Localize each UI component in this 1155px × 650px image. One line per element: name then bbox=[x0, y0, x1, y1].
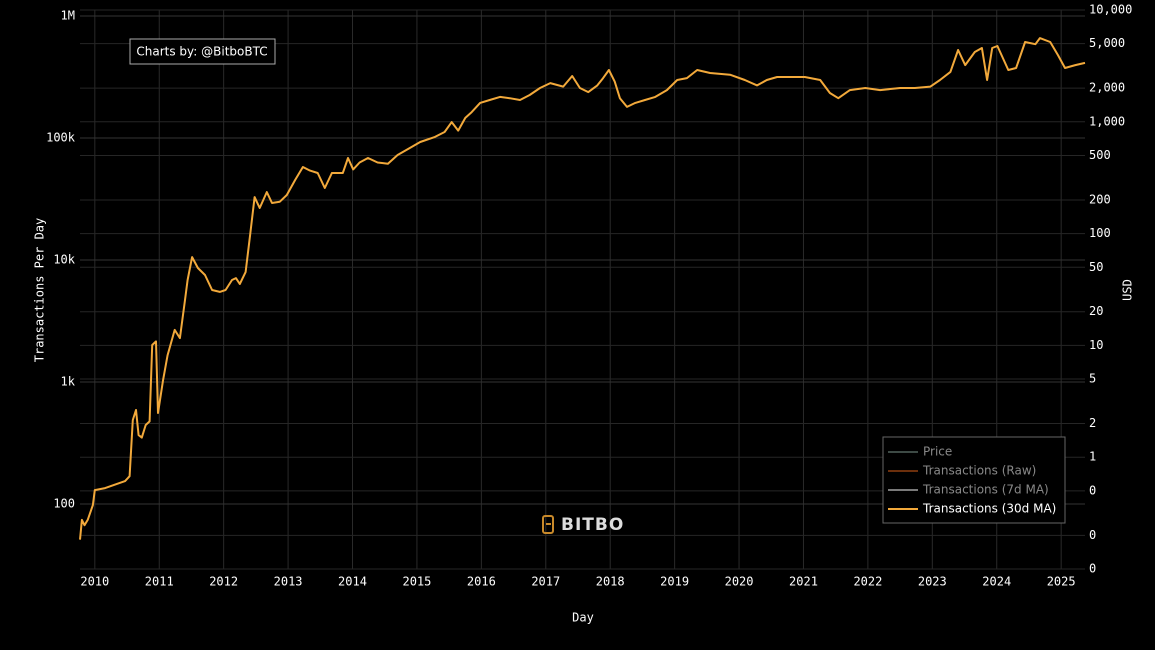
x-tick-label: 2013 bbox=[274, 575, 303, 589]
x-tick-label: 2023 bbox=[918, 575, 947, 589]
y2-tick-label: 1,000 bbox=[1089, 114, 1125, 128]
annotation: Charts by: @BitboBTC bbox=[136, 45, 267, 59]
y-tick-label: 100k bbox=[46, 130, 76, 144]
y2-tick-label: 20 bbox=[1089, 304, 1103, 318]
x-tick-label: 2019 bbox=[660, 575, 689, 589]
x-tick-label: 2024 bbox=[982, 575, 1011, 589]
x-tick-label: 2012 bbox=[209, 575, 238, 589]
y2-tick-label: 10 bbox=[1089, 338, 1103, 352]
legend-label: Transactions (30d MA) bbox=[922, 502, 1056, 516]
watermark-logo bbox=[542, 515, 554, 534]
legend-label: Transactions (7d MA) bbox=[922, 483, 1049, 497]
legend-label: Price bbox=[923, 445, 952, 459]
y2-tick-label: 100 bbox=[1089, 226, 1111, 240]
y2-tick-label: 10,000 bbox=[1089, 3, 1132, 17]
y-tick-label: 10k bbox=[53, 252, 75, 266]
y2-tick-label: 500 bbox=[1089, 148, 1111, 162]
y2-tick-label: 0 bbox=[1089, 483, 1096, 497]
logo-icon bbox=[542, 515, 554, 534]
plot bbox=[79, 37, 1086, 540]
y2-tick-label: 200 bbox=[1089, 192, 1111, 206]
y2-tick-label: 0 bbox=[1089, 528, 1096, 542]
y-axis-title: Transactions Per Day bbox=[33, 218, 47, 363]
x-tick-label: 2016 bbox=[467, 575, 496, 589]
y2-axis-title: USD bbox=[1121, 279, 1135, 301]
watermark: BITBO bbox=[561, 515, 624, 535]
x-tick-label: 2021 bbox=[789, 575, 818, 589]
legend-label: Transactions (Raw) bbox=[922, 464, 1036, 478]
x-tick-label: 2015 bbox=[402, 575, 431, 589]
x-tick-label: 2018 bbox=[596, 575, 625, 589]
y-tick-label: 1k bbox=[61, 374, 76, 388]
y2-tick-label: 5,000 bbox=[1089, 36, 1125, 50]
x-tick-label: 2025 bbox=[1047, 575, 1076, 589]
x-tick-label: 2022 bbox=[853, 575, 882, 589]
x-tick-label: 2017 bbox=[531, 575, 560, 589]
x-tick-label: 2010 bbox=[80, 575, 109, 589]
x-axis-title: Day bbox=[572, 611, 594, 625]
y2-tick-label: 0 bbox=[1089, 562, 1096, 576]
y-tick-label: 100 bbox=[53, 496, 75, 510]
y2-tick-label: 2,000 bbox=[1089, 81, 1125, 95]
y2-tick-label: 50 bbox=[1089, 260, 1103, 274]
y2-tick-label: 2 bbox=[1089, 416, 1096, 430]
legend: Price Transactions (Raw) Transactions (7d … bbox=[888, 445, 1056, 516]
y2-tick-label: 1 bbox=[1089, 450, 1096, 464]
y2-tick-label: 5 bbox=[1089, 372, 1096, 386]
series-line bbox=[79, 37, 1086, 540]
x-tick-label: 2020 bbox=[725, 575, 754, 589]
x-tick-label: 2011 bbox=[145, 575, 174, 589]
y-tick-label: 1M bbox=[61, 9, 75, 23]
x-tick-label: 2014 bbox=[338, 575, 367, 589]
annotation-box bbox=[129, 38, 276, 65]
